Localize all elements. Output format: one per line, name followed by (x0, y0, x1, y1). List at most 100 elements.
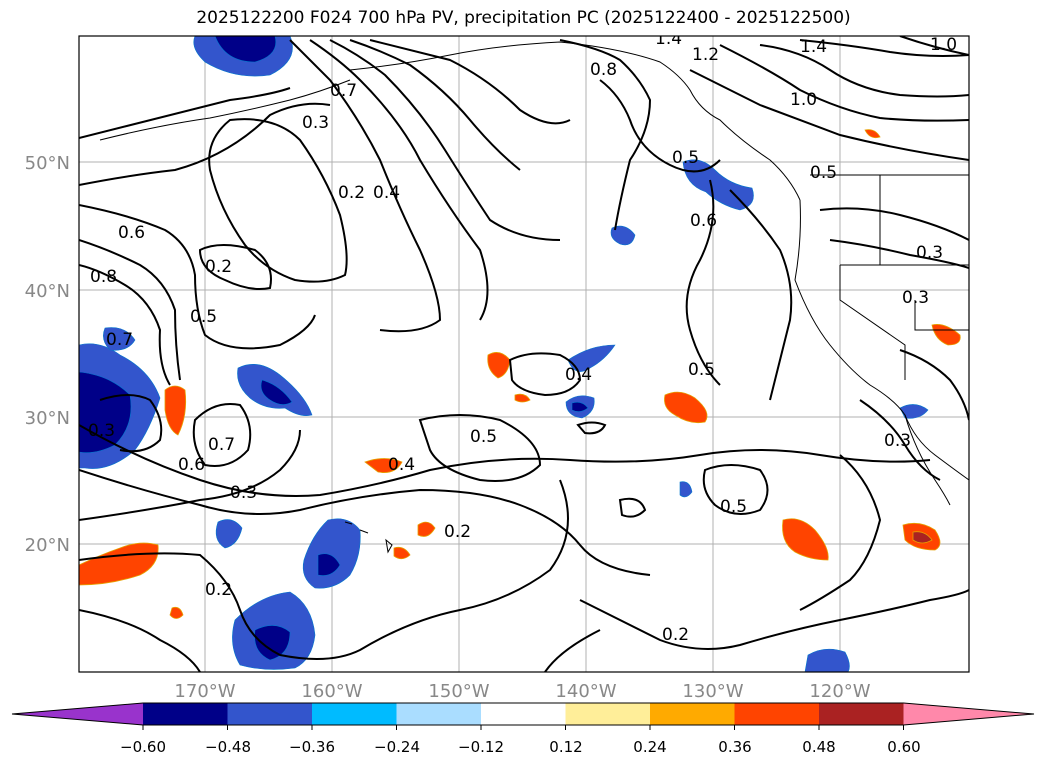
lat-label: 40°N (25, 281, 70, 302)
contour-label: 0.2 (662, 625, 689, 645)
colorbar-tick-label: 0.12 (549, 738, 582, 756)
contour-label: 0.7 (208, 435, 235, 455)
colorbar-extend-min (12, 703, 143, 725)
colorbar-tick-label: 0.48 (802, 738, 835, 756)
lat-axis-labels: 50°N 40°N 30°N 20°N (25, 153, 70, 556)
pos-blob-small3 (514, 393, 531, 403)
neg-blob-ca (899, 404, 929, 419)
contour-label: 0.3 (88, 421, 115, 441)
neg-blob-hawaii (302, 518, 361, 589)
pos-blob-se (782, 518, 829, 561)
pos-blob-c2 (664, 391, 708, 424)
contour-alaska-06 (559, 39, 652, 231)
colorbar-tick-label: −0.60 (120, 738, 166, 756)
lat-label: 20°N (25, 535, 70, 556)
pos-blob-w2 (164, 385, 187, 436)
contour-label: 0.8 (590, 60, 617, 80)
pos-blob-e-core (912, 531, 933, 544)
aleutians (99, 79, 351, 141)
state-border-2 (879, 175, 969, 266)
contour-label: 0.5 (720, 497, 747, 517)
contour-label: 0.2 (444, 522, 471, 542)
lon-label: 140°W (555, 681, 616, 702)
contour-label: 0.3 (916, 243, 943, 263)
neg-blob-ocean-n (610, 225, 636, 246)
pos-blob-small2 (864, 129, 881, 139)
contour-label: 1.4 (655, 29, 682, 49)
contour-label: 0.7 (106, 330, 133, 350)
lon-label: 160°W (301, 681, 362, 702)
hawaii-small (344, 521, 369, 534)
pos-blob-nv (931, 324, 961, 346)
baja (904, 414, 951, 506)
neg-blob-hawaii-core (317, 553, 341, 576)
colorbar-extend-max (903, 703, 1034, 725)
colorbar-segment (481, 703, 566, 725)
neg-blob-gulf-core (214, 36, 277, 63)
contour-label: 0.6 (178, 455, 205, 475)
neg-blob-east-small (679, 481, 693, 498)
pos-blob-hi3 (393, 546, 411, 560)
neg-blob-west-top (103, 327, 136, 351)
pos-blob-hi1 (364, 458, 403, 473)
lon-label: 150°W (428, 681, 489, 702)
neg-blob-se (804, 648, 850, 672)
gridlines (79, 36, 969, 672)
colorbar-tick-label: −0.48 (205, 738, 251, 756)
alaska-coast (349, 41, 801, 201)
contour-label: 0.3 (230, 483, 257, 503)
contour-label: 0.5 (688, 360, 715, 380)
colorbar-segment (312, 703, 397, 725)
lon-label: 130°W (682, 681, 743, 702)
contour-big-loop-w (208, 118, 348, 283)
west-coast (794, 199, 969, 481)
contour-label: 1.0 (930, 35, 957, 55)
colorbar-tick-label: 0.60 (887, 738, 920, 756)
hawaii-big (385, 538, 393, 554)
contour-label: 1.2 (692, 45, 719, 65)
map-title: 2025122200 F024 700 hPa PV, precipitatio… (196, 8, 851, 28)
colorbar-segment (143, 703, 228, 725)
contour-label: 0.6 (690, 211, 717, 231)
contour-label: 1.0 (790, 90, 817, 110)
contour-south-02 (79, 479, 569, 660)
colorbar-segment (819, 703, 904, 725)
plot-frame (78, 35, 970, 673)
contour-label: 0.3 (884, 431, 911, 451)
precip-negative-fills (79, 36, 929, 672)
colorbar-tick-label: −0.36 (289, 738, 335, 756)
contour-label: 0.7 (330, 81, 357, 101)
contour-ne-05 (685, 179, 721, 386)
lat-label: 50°N (25, 153, 70, 174)
contour-label: 0.2 (338, 183, 365, 203)
pos-blob-small1 (169, 606, 184, 619)
neg-blob-sw1 (215, 519, 243, 549)
colorbar (11, 702, 1035, 730)
contour-label: 0.5 (672, 148, 699, 168)
colorbar-segment (565, 703, 651, 725)
colorbar-tick-label: 0.24 (633, 738, 666, 756)
contour-label: 0.2 (205, 257, 232, 277)
neg-blob-bc (682, 159, 754, 211)
contour-label: 0.4 (565, 365, 592, 385)
pos-blob-sw (79, 542, 159, 586)
contour-02-west (79, 87, 291, 139)
colorbar-tick-label: −0.12 (458, 738, 504, 756)
colorbar-segment (650, 703, 735, 725)
state-border-4 (914, 300, 969, 331)
lon-label: 120°W (809, 681, 870, 702)
colorbar-tick-labels: −0.60 −0.48 −0.36 −0.24 −0.12 0.12 0.24 … (120, 738, 921, 756)
contour-label: 0.4 (388, 455, 415, 475)
colorbar-tick-label: −0.24 (374, 738, 420, 756)
colorbar-segment (227, 703, 313, 725)
contour-label: 0.8 (90, 267, 117, 287)
pv-contours (79, 36, 969, 672)
contour-label: 0.2 (205, 580, 232, 600)
contour-central-05 (79, 424, 931, 497)
lon-axis-labels: 170°W 160°W 150°W 140°W 130°W 120°W (174, 681, 870, 702)
neg-blob-mid-core (260, 379, 293, 405)
contour-label: 0.5 (190, 307, 217, 327)
pos-blob-c1 (487, 352, 511, 379)
contour-label: 0.5 (810, 163, 837, 183)
